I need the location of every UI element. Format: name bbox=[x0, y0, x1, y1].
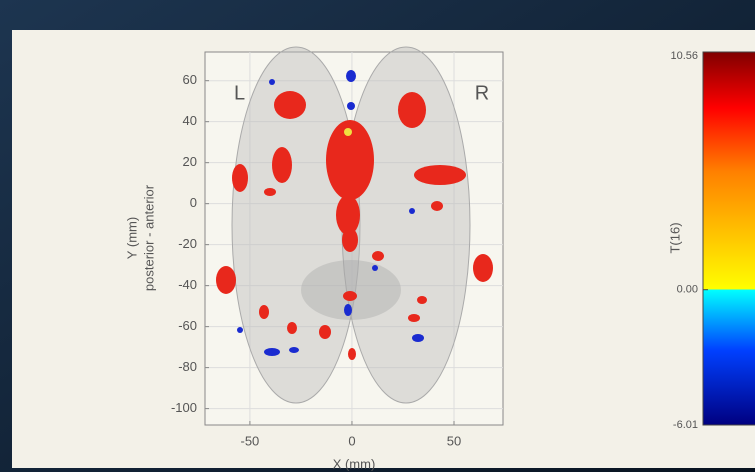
chart: L R X (mm) Y (mm) posterior - anterior T… bbox=[0, 0, 755, 472]
y-tick-label: -60 bbox=[178, 318, 197, 333]
y-tick-label: -80 bbox=[178, 359, 197, 374]
y-tick-label: -100 bbox=[171, 400, 197, 415]
colorbar-tick-label: 0.00 bbox=[677, 284, 698, 296]
colorbar-tick-label: -6.01 bbox=[673, 419, 698, 431]
x-tick-label: 0 bbox=[348, 433, 355, 448]
y-axis-label: posterior - anterior bbox=[141, 184, 156, 291]
page: L R X (mm) Y (mm) posterior - anterior T… bbox=[0, 0, 755, 472]
y-tick-label: 0 bbox=[190, 195, 197, 210]
x-tick-label: 50 bbox=[447, 433, 461, 448]
x-tick-label: -50 bbox=[241, 433, 260, 448]
colorbar bbox=[703, 52, 755, 425]
activation-peak bbox=[344, 128, 352, 136]
colorbar-tick-label: 10.56 bbox=[670, 50, 698, 62]
x-axis-label: X (mm) bbox=[333, 456, 376, 471]
y-tick-label: 40 bbox=[183, 113, 197, 128]
y-axis-label: Y (mm) bbox=[124, 217, 139, 259]
annotation: R bbox=[475, 82, 489, 104]
y-tick-label: -40 bbox=[178, 277, 197, 292]
annotation: L bbox=[234, 82, 245, 104]
y-tick-label: -20 bbox=[178, 236, 197, 251]
y-tick-label: 60 bbox=[183, 72, 197, 87]
y-tick-label: 20 bbox=[183, 154, 197, 169]
colorbar-label: T(16) bbox=[667, 222, 682, 253]
